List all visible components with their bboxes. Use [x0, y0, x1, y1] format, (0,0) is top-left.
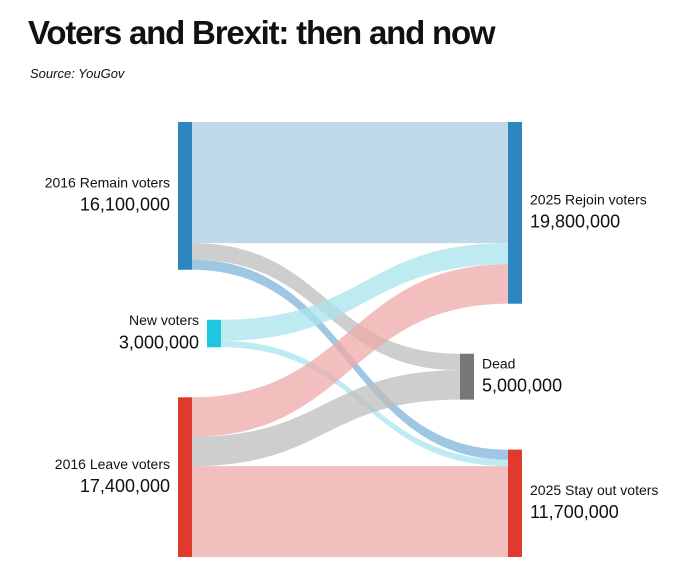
node-value: 16,100,000	[80, 195, 170, 215]
links	[192, 122, 508, 557]
node-bar	[207, 319, 221, 348]
node-value: 17,400,000	[80, 476, 170, 496]
node-bar	[460, 353, 474, 400]
node-value: 19,800,000	[530, 212, 620, 232]
link	[221, 243, 508, 341]
node-value: 5,000,000	[482, 375, 562, 395]
node-name: 2016 Remain voters	[45, 175, 170, 191]
link	[192, 122, 508, 244]
node-bar	[178, 122, 192, 270]
link	[192, 466, 508, 557]
link	[192, 370, 460, 467]
node-value: 3,000,000	[119, 332, 199, 352]
link	[192, 264, 508, 437]
chart-subtitle: Source: YouGov	[30, 66, 126, 81]
node-name: 2016 Leave voters	[55, 456, 170, 472]
node-name: 2025 Rejoin voters	[530, 192, 647, 208]
node-name: New voters	[129, 312, 199, 328]
node-bar	[178, 397, 192, 557]
node-name: 2025 Stay out voters	[530, 482, 658, 498]
chart-title: Voters and Brexit: then and now	[28, 14, 496, 51]
node-name: Dead	[482, 355, 515, 371]
node-bar	[508, 122, 522, 304]
node-value: 11,700,000	[530, 502, 619, 522]
node-bar	[508, 449, 522, 557]
nodes: 2016 Remain voters 16,100,000 New voters 3,…	[45, 122, 658, 557]
